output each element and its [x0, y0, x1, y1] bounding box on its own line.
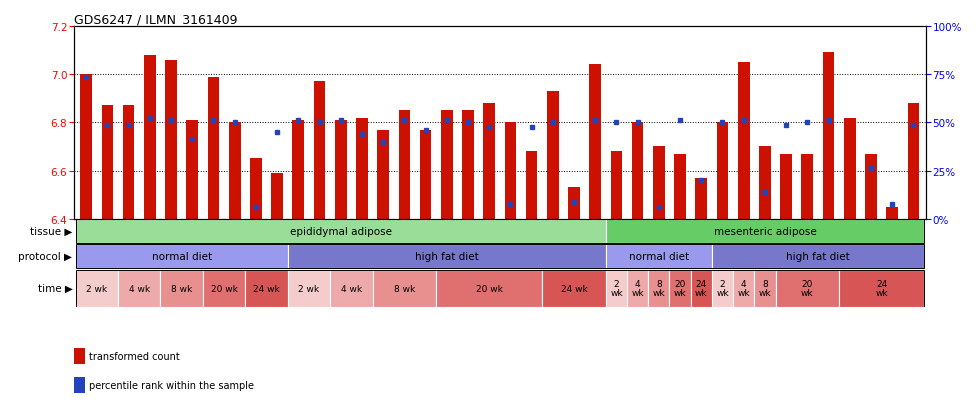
- Text: 8
wk: 8 wk: [759, 280, 771, 297]
- Bar: [102, 106, 114, 219]
- Text: 4
wk: 4 wk: [737, 280, 750, 297]
- Text: high fat diet: high fat diet: [786, 252, 850, 262]
- Text: epididymal adipose: epididymal adipose: [290, 227, 392, 237]
- Text: mesenteric adipose: mesenteric adipose: [713, 227, 816, 237]
- Bar: [865, 154, 877, 219]
- Bar: [250, 159, 262, 219]
- Text: time ▶: time ▶: [37, 283, 73, 294]
- Bar: [755, 270, 775, 307]
- Bar: [627, 270, 648, 307]
- Bar: [632, 123, 644, 219]
- Bar: [271, 173, 283, 219]
- Bar: [669, 270, 691, 307]
- Bar: [122, 106, 134, 219]
- Bar: [419, 130, 431, 219]
- Bar: [780, 154, 792, 219]
- Text: 8
wk: 8 wk: [653, 280, 665, 297]
- Bar: [80, 75, 92, 219]
- Bar: [611, 152, 622, 219]
- Bar: [161, 270, 203, 307]
- Bar: [208, 77, 220, 219]
- Bar: [886, 207, 898, 219]
- Bar: [839, 270, 924, 307]
- Bar: [144, 56, 156, 219]
- Bar: [691, 270, 711, 307]
- Text: 20
wk: 20 wk: [674, 280, 686, 297]
- Bar: [75, 245, 288, 269]
- Bar: [75, 270, 118, 307]
- Text: percentile rank within the sample: percentile rank within the sample: [89, 380, 254, 390]
- Text: 24
wk: 24 wk: [875, 280, 888, 297]
- Bar: [907, 104, 919, 219]
- Bar: [760, 147, 770, 219]
- Bar: [696, 178, 708, 219]
- Text: protocol ▶: protocol ▶: [19, 252, 73, 262]
- Bar: [606, 245, 711, 269]
- Text: 24
wk: 24 wk: [695, 280, 708, 297]
- Bar: [738, 63, 750, 219]
- Text: 2
wk: 2 wk: [716, 280, 729, 297]
- Bar: [356, 118, 368, 219]
- Bar: [330, 270, 372, 307]
- Text: 4 wk: 4 wk: [341, 284, 362, 293]
- Text: 4
wk: 4 wk: [631, 280, 644, 297]
- Bar: [335, 121, 347, 219]
- Text: normal diet: normal diet: [152, 252, 212, 262]
- Text: GDS6247 / ILMN_3161409: GDS6247 / ILMN_3161409: [74, 13, 237, 26]
- Bar: [775, 270, 839, 307]
- Bar: [292, 121, 304, 219]
- Bar: [441, 111, 453, 219]
- Bar: [606, 220, 924, 244]
- Text: 8 wk: 8 wk: [172, 284, 192, 293]
- Bar: [674, 154, 686, 219]
- Bar: [463, 111, 473, 219]
- Text: 24 wk: 24 wk: [561, 284, 587, 293]
- Bar: [802, 154, 813, 219]
- Text: 2 wk: 2 wk: [86, 284, 108, 293]
- Bar: [203, 270, 245, 307]
- Bar: [606, 270, 627, 307]
- Bar: [166, 61, 177, 219]
- Bar: [377, 130, 389, 219]
- Bar: [733, 270, 755, 307]
- Bar: [75, 220, 606, 244]
- Bar: [653, 147, 664, 219]
- Text: 24 wk: 24 wk: [253, 284, 280, 293]
- Text: 20 wk: 20 wk: [211, 284, 237, 293]
- Text: tissue ▶: tissue ▶: [30, 227, 73, 237]
- Bar: [716, 123, 728, 219]
- Bar: [526, 152, 537, 219]
- Text: 20
wk: 20 wk: [801, 280, 813, 297]
- Bar: [822, 53, 834, 219]
- Text: 20 wk: 20 wk: [475, 284, 503, 293]
- Bar: [542, 270, 606, 307]
- Bar: [118, 270, 161, 307]
- Bar: [547, 92, 559, 219]
- Bar: [314, 82, 325, 219]
- Bar: [589, 65, 601, 219]
- Bar: [711, 270, 733, 307]
- Text: 2
wk: 2 wk: [611, 280, 622, 297]
- Bar: [483, 104, 495, 219]
- Text: normal diet: normal diet: [629, 252, 689, 262]
- Bar: [711, 245, 924, 269]
- Bar: [399, 111, 411, 219]
- Text: 4 wk: 4 wk: [128, 284, 150, 293]
- Text: transformed count: transformed count: [89, 351, 180, 361]
- Bar: [505, 123, 516, 219]
- Bar: [245, 270, 288, 307]
- Bar: [568, 188, 580, 219]
- Bar: [436, 270, 542, 307]
- Text: high fat diet: high fat diet: [415, 252, 478, 262]
- Bar: [844, 118, 856, 219]
- Bar: [288, 245, 606, 269]
- Text: 8 wk: 8 wk: [394, 284, 415, 293]
- Bar: [372, 270, 436, 307]
- Bar: [648, 270, 669, 307]
- Bar: [288, 270, 330, 307]
- Bar: [229, 123, 240, 219]
- Bar: [186, 121, 198, 219]
- Text: 2 wk: 2 wk: [298, 284, 319, 293]
